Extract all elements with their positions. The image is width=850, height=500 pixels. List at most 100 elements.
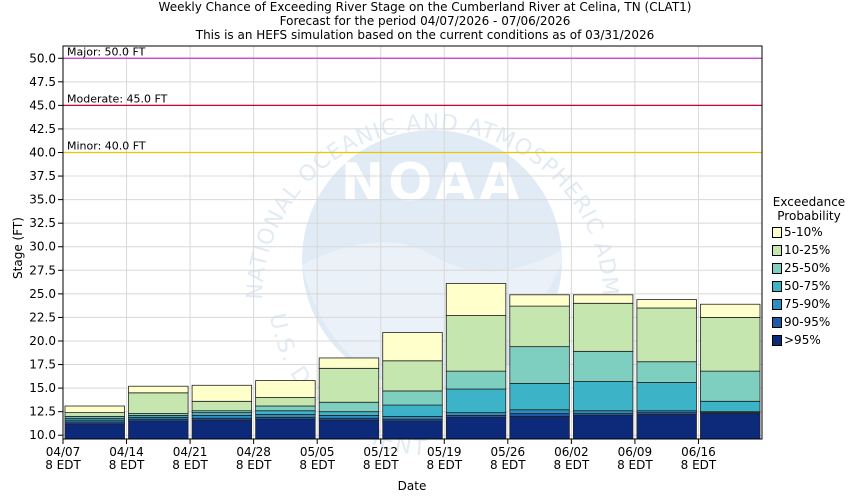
bar-segment bbox=[636, 414, 697, 440]
x-tick-label-date: 06/16 bbox=[681, 445, 716, 459]
legend-swatch bbox=[772, 227, 782, 238]
bar-segment bbox=[382, 415, 443, 420]
bar-segment bbox=[255, 414, 316, 418]
x-tick-label-time: 8 EDT bbox=[172, 458, 208, 472]
x-tick-label-date: 04/07 bbox=[46, 445, 81, 459]
bar-segment bbox=[318, 357, 380, 369]
y-tick-label: 47.5 bbox=[29, 75, 56, 89]
legend-swatch bbox=[772, 317, 782, 328]
bar-segment bbox=[636, 307, 697, 363]
x-tick-label-time: 8 EDT bbox=[363, 458, 399, 472]
week-bar-group bbox=[128, 385, 189, 440]
bar-segment bbox=[700, 400, 761, 413]
bar-segment bbox=[509, 413, 570, 417]
y-axis-ticks: 10.0 12.5 15.0 17.5 20.0 22.5 25.0 27.5 30.0 32.5… bbox=[29, 51, 63, 442]
legend-label: 25-50% bbox=[784, 261, 831, 275]
bar-segment bbox=[636, 299, 697, 309]
bar-segment bbox=[191, 419, 253, 440]
x-tick-label-date: 05/05 bbox=[300, 445, 335, 459]
bar-segment bbox=[445, 283, 507, 316]
chart-subtitle-period: Forecast for the period 04/07/2026 - 07/… bbox=[279, 14, 571, 28]
bar-segment bbox=[191, 400, 253, 412]
legend-swatch bbox=[772, 245, 782, 256]
threshold-lines: Major: 50.0 FT Moderate: 45.0 FT Minor: 40… bbox=[63, 45, 762, 154]
bar-segment bbox=[572, 350, 634, 382]
y-tick-label: 15.0 bbox=[29, 381, 56, 395]
x-tick-label-time: 8 EDT bbox=[554, 458, 590, 472]
bar-segment bbox=[572, 410, 634, 414]
legend-item: 10-25% bbox=[768, 241, 850, 259]
week-bar-group bbox=[318, 357, 380, 440]
legend-title-line1: Exceedance bbox=[772, 195, 846, 209]
x-tick-label-time: 8 EDT bbox=[490, 458, 526, 472]
x-tick-label-date: 06/09 bbox=[618, 445, 653, 459]
y-tick-label: 12.5 bbox=[29, 405, 56, 419]
bar-segment bbox=[382, 360, 443, 392]
legend-item: 25-50% bbox=[768, 259, 850, 277]
bar-segment bbox=[445, 416, 507, 440]
legend-item: 50-75% bbox=[768, 277, 850, 295]
x-tick-label-date: 04/14 bbox=[109, 445, 144, 459]
y-tick-label: 40.0 bbox=[29, 145, 56, 159]
bar-segment bbox=[128, 420, 189, 440]
y-axis-label: Stage (FT) bbox=[11, 217, 25, 279]
legend-items: 5-10% 10-25% 25-50% 50-75% 75-90% 90-95% >95% bbox=[768, 223, 850, 349]
bar-segment bbox=[382, 404, 443, 417]
bar-segment bbox=[636, 382, 697, 412]
bars bbox=[64, 283, 761, 440]
bar-segment bbox=[509, 346, 570, 384]
y-tick-label: 27.5 bbox=[29, 263, 56, 277]
bar-segment bbox=[191, 384, 253, 402]
x-tick-label-time: 8 EDT bbox=[236, 458, 272, 472]
y-tick-label: 10.0 bbox=[29, 428, 56, 442]
noaa-logo-text: NOAA bbox=[341, 153, 524, 213]
bar-segment bbox=[255, 405, 316, 412]
bar-segment bbox=[382, 332, 443, 362]
x-tick-label-time: 8 EDT bbox=[426, 458, 462, 472]
x-tick-label-time: 8 EDT bbox=[299, 458, 335, 472]
bar-segment bbox=[445, 315, 507, 372]
bar-segment bbox=[445, 370, 507, 390]
bar-segment bbox=[509, 415, 570, 440]
threshold-label: Minor: 40.0 FT bbox=[67, 139, 146, 152]
bar-segment bbox=[128, 385, 189, 394]
y-tick-label: 17.5 bbox=[29, 358, 56, 372]
y-tick-label: 25.0 bbox=[29, 287, 56, 301]
x-tick-label-time: 8 EDT bbox=[617, 458, 653, 472]
week-bar-group bbox=[64, 405, 125, 440]
legend-label: 90-95% bbox=[784, 315, 831, 329]
y-tick-label: 32.5 bbox=[29, 216, 56, 230]
bar-segment bbox=[700, 303, 761, 318]
axes bbox=[62, 45, 763, 440]
bar-segment bbox=[509, 382, 570, 411]
bar-segment bbox=[700, 370, 761, 402]
bar-segment bbox=[128, 392, 189, 414]
legend-item: >95% bbox=[768, 331, 850, 349]
x-tick-label-date: 05/12 bbox=[363, 445, 398, 459]
week-bar-group bbox=[572, 294, 634, 440]
legend-swatch bbox=[772, 281, 782, 292]
week-bar-group bbox=[509, 294, 570, 440]
week-bar-group bbox=[382, 332, 443, 440]
bar-segment bbox=[318, 411, 380, 416]
x-tick-label-time: 8 EDT bbox=[109, 458, 145, 472]
chart-subtitle-simulation: This is an HEFS simulation based on the … bbox=[195, 28, 655, 42]
bar-segment bbox=[700, 413, 761, 440]
bar-segment bbox=[572, 294, 634, 304]
legend-label: 75-90% bbox=[784, 297, 831, 311]
bar-segment bbox=[636, 361, 697, 383]
bar-segment bbox=[318, 419, 380, 440]
week-bar-group bbox=[700, 303, 761, 440]
bar-segment bbox=[509, 409, 570, 414]
bar-segment bbox=[509, 294, 570, 307]
x-tick-label-date: 06/02 bbox=[554, 445, 589, 459]
legend-swatch bbox=[772, 299, 782, 310]
y-tick-label: 35.0 bbox=[29, 193, 56, 207]
bar-segment bbox=[382, 420, 443, 440]
threshold-label: Moderate: 45.0 FT bbox=[67, 92, 168, 105]
chart-title: Weekly Chance of Exceeding River Stage o… bbox=[158, 0, 692, 14]
bar-segment bbox=[572, 302, 634, 352]
